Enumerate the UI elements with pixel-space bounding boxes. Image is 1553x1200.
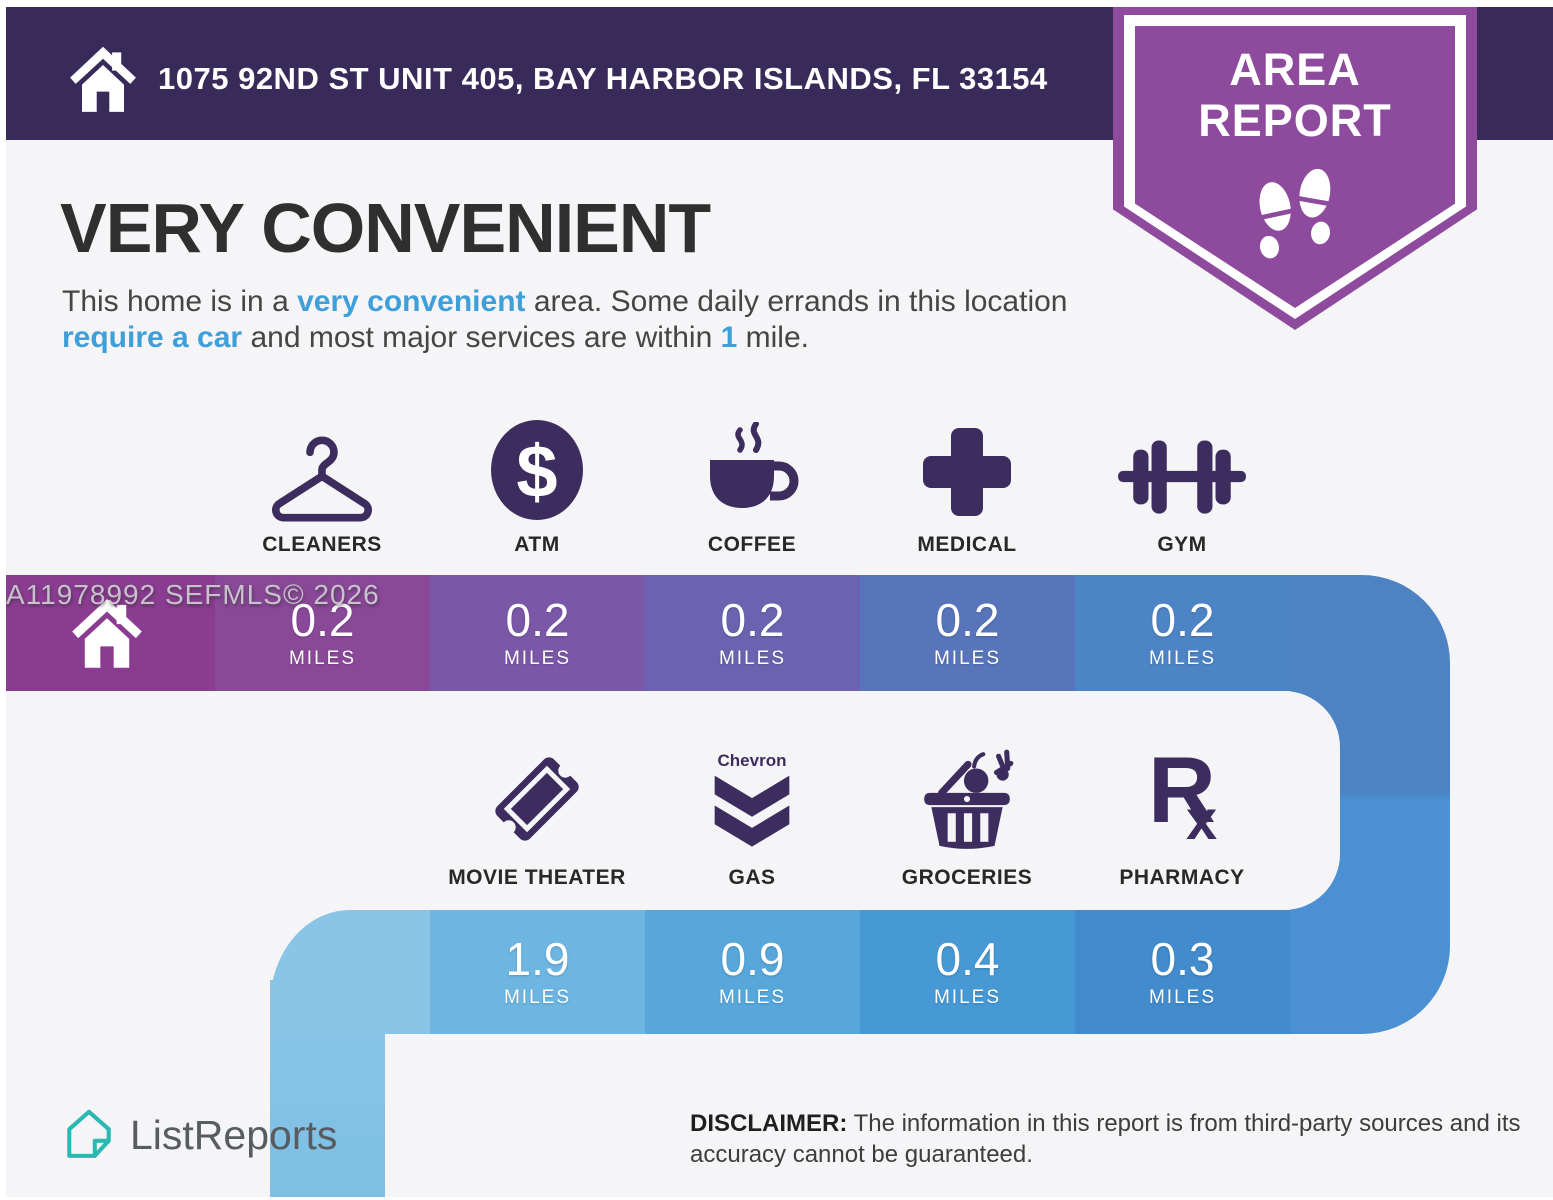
rx-r-glyph: R	[1148, 737, 1216, 842]
distance-unit: MILES	[933, 987, 1002, 1008]
distance-value: 1.9	[505, 933, 570, 985]
distance-value: 0.4	[935, 933, 1000, 985]
distance-unit: MILES	[503, 648, 572, 669]
distance-unit: MILES	[1148, 648, 1217, 669]
distance-cell-pharmacy: 0.3 MILES	[1075, 910, 1290, 1034]
distance-unit: MILES	[718, 987, 787, 1008]
distance-value: 0.2	[1150, 594, 1215, 646]
highlight-very-convenient: very convenient	[297, 285, 526, 318]
chevron-brand-text: Chevron	[717, 751, 787, 770]
gym-icon	[1112, 418, 1252, 522]
disclaimer-label: DISCLAIMER:	[690, 1110, 848, 1137]
movie-theater-icon	[467, 740, 607, 854]
distance-unit: MILES	[718, 648, 787, 669]
distance-cell-cleaners: 0.2 MILES	[215, 575, 430, 691]
distance-cell-gas: 0.9 MILES	[645, 910, 860, 1034]
groceries-icon	[897, 740, 1037, 854]
pharmacy-icon: R x	[1112, 740, 1252, 854]
description-text: This home is in a	[62, 285, 298, 318]
badge-line2: REPORT	[1198, 95, 1392, 146]
band-home-icon	[72, 598, 142, 668]
highlight-one-mile: 1	[720, 321, 738, 354]
description-text: and most major services are within	[242, 321, 721, 354]
band-left-turn	[270, 910, 430, 1034]
distance-unit: MILES	[933, 648, 1002, 669]
area-report-badge: AREA REPORT	[1113, 4, 1477, 330]
medical-icon	[897, 418, 1037, 522]
coffee-icon	[682, 418, 822, 522]
gym-label: GYM	[1157, 533, 1207, 556]
description-paragraph: This home is in a very convenient area. …	[62, 284, 1122, 356]
footprints-icon	[1258, 168, 1332, 259]
badge-line1: AREA	[1229, 44, 1361, 95]
distance-value: 0.2	[935, 594, 1000, 646]
distance-value: 0.2	[720, 594, 785, 646]
distance-cell-gym: 0.2 MILES	[1075, 575, 1290, 691]
distance-value: 0.2	[505, 594, 570, 646]
groceries-label: GROCERIES	[901, 866, 1033, 889]
description-text: mile.	[737, 321, 809, 354]
home-icon	[70, 46, 136, 112]
distance-cell-atm: 0.2 MILES	[430, 575, 645, 691]
distance-cell-groceries: 0.4 MILES	[860, 910, 1075, 1034]
page-title: VERY CONVENIENT	[60, 189, 711, 267]
distance-value: 0.2	[290, 594, 355, 646]
cleaners-icon	[252, 418, 392, 522]
property-address: 1075 92ND ST UNIT 405, BAY HARBOR ISLAND…	[158, 61, 1048, 96]
dollar-glyph: $	[516, 430, 557, 513]
band-home-cell	[0, 575, 215, 691]
mls-watermark: A11978992 SEFMLS© 2026	[6, 579, 380, 610]
band-inner-cutout-right	[1140, 691, 1340, 910]
pharmacy-label: PHARMACY	[1119, 866, 1245, 889]
description-text: area. Some daily errands in this locatio…	[525, 285, 1068, 318]
distance-cell-medical: 0.2 MILES	[860, 575, 1075, 691]
distance-cell-movie-theater: 1.9 MILES	[430, 910, 645, 1034]
distance-unit: MILES	[503, 987, 572, 1008]
gas-icon: Chevron	[682, 740, 822, 854]
disclaimer-text: The information in this report is from t…	[690, 1110, 1521, 1168]
listreports-logo: ListReports	[60, 1106, 337, 1164]
atm-label: ATM	[514, 533, 560, 556]
movie-theater-label: MOVIE THEATER	[448, 866, 626, 889]
listreports-icon	[67, 1109, 111, 1158]
rx-x-glyph: x	[1186, 788, 1218, 851]
atm-icon: $	[467, 418, 607, 522]
disclaimer: DISCLAIMER: The information in this repo…	[690, 1108, 1550, 1170]
highlight-require-a-car: require a car	[62, 321, 243, 354]
distance-cell-coffee: 0.2 MILES	[645, 575, 860, 691]
gas-label: GAS	[728, 866, 776, 889]
cleaners-label: CLEANERS	[262, 533, 382, 556]
band-inner-cutout-bottom	[385, 1034, 1345, 1200]
coffee-label: COFFEE	[707, 533, 797, 556]
distance-value: 0.3	[1150, 933, 1215, 985]
listreports-wordmark: ListReports	[130, 1111, 338, 1158]
distance-unit: MILES	[1148, 987, 1217, 1008]
distance-value: 0.9	[720, 933, 785, 985]
badge-title: AREA REPORT	[1113, 44, 1477, 146]
medical-label: MEDICAL	[917, 533, 1017, 556]
distance-unit: MILES	[288, 648, 357, 669]
